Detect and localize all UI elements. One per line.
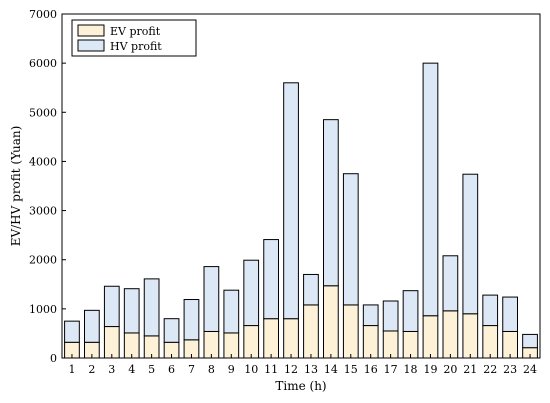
x-tick-label: 2 [88,363,95,376]
x-tick-label: 13 [304,363,318,376]
hv-profit-bar-4 [123,288,140,334]
x-tick-label: 16 [364,363,378,376]
ev-profit-bar-22 [482,325,499,359]
hv-profit-bar-13 [303,273,319,306]
x-tick-label: 12 [284,363,298,376]
y-tick-label: 1000 [29,303,57,316]
x-tick-label: 8 [208,363,215,376]
x-tick-label: 20 [443,363,457,376]
y-axis-title: EV/HV profit (Yuan) [9,126,23,247]
x-tick-label: 14 [324,363,338,376]
y-tick-label: 5000 [29,106,57,119]
x-tick-label: 5 [148,363,155,376]
x-tick-label: 10 [244,363,258,376]
x-tick-label: 7 [188,363,195,376]
y-tick-label: 4000 [29,155,57,168]
x-tick-label: 21 [463,363,477,376]
legend-label-ev-profit: EV profit [110,25,161,38]
ev-profit-bar-3 [103,326,120,359]
x-tick-label: 22 [483,363,497,376]
hv-profit-bar-16 [362,304,379,327]
hv-profit-bar-18 [402,290,419,332]
legend-swatch-hv-profit [77,39,105,52]
hv-profit-bar-14 [323,119,339,287]
legend-swatch-ev-profit [77,24,105,37]
x-tick-label: 3 [108,363,115,376]
x-tick-label: 19 [423,363,437,376]
bars-group [64,62,538,359]
hv-profit-bar-23 [502,296,518,332]
x-tick-label: 23 [503,363,517,376]
hv-profit-bar-10 [243,259,260,327]
plot-frame [61,13,541,359]
x-tick-label: 9 [228,363,235,376]
ev-profit-bar-17 [382,330,399,359]
hv-profit-bar-2 [84,309,100,343]
x-tick-label: 1 [68,363,75,376]
ev-profit-bar-19 [422,315,439,359]
hv-profit-bar-12 [283,82,299,320]
ev-profit-bar-12 [283,318,299,359]
y-tick-label: 2000 [29,254,57,267]
hv-profit-bar-22 [482,294,499,327]
hv-profit-bar-17 [382,300,399,332]
legend-label-hv-profit: HV profit [110,40,162,53]
hv-profit-bar-24 [522,333,538,349]
y-axis-ticks: 0 1000 2000 3000 4000 5000 6000 7000 [29,8,66,365]
y-tick-label: 0 [50,352,57,365]
x-tick-label: 17 [384,363,398,376]
hv-profit-bar-20 [442,255,459,312]
y-tick-label: 6000 [29,57,57,70]
y-tick-label: 7000 [29,8,57,21]
x-axis-title: Time (h) [275,379,326,393]
x-tick-label: 15 [344,363,358,376]
hv-profit-bar-6 [163,318,180,343]
hv-profit-bar-19 [422,62,439,317]
ev-profit-bar-20 [442,310,459,359]
x-tick-label: 24 [523,363,537,376]
hv-profit-bar-8 [203,266,220,332]
hv-profit-bar-15 [342,173,359,306]
hv-profit-bar-3 [103,285,120,328]
ev-profit-bar-15 [342,304,359,359]
x-axis-ticks: 1 2 3 4 5 6 7 8 9 10 11 12 13 14 15 16 17 18 19 20 21 22 23 24 [68,354,537,376]
hv-profit-bar-7 [183,299,200,341]
ev-profit-bar-16 [362,325,379,359]
x-tick-label: 11 [264,363,278,376]
ev-profit-bar-14 [323,285,339,359]
hv-profit-bar-11 [263,239,279,320]
hv-profit-bar-9 [223,289,240,334]
ev-profit-bar-21 [462,313,479,359]
x-tick-label: 4 [128,363,135,376]
x-tick-label: 18 [404,363,418,376]
legend: EV profit HV profit [71,19,197,57]
ev-profit-bar-13 [303,304,319,359]
ev-profit-bar-11 [263,318,279,359]
y-tick-label: 3000 [29,205,57,218]
hv-profit-bar-1 [64,320,80,343]
hv-profit-bar-21 [462,173,479,315]
x-tick-label: 6 [168,363,175,376]
ev-profit-bar-10 [243,325,260,359]
hv-profit-bar-5 [143,278,160,337]
